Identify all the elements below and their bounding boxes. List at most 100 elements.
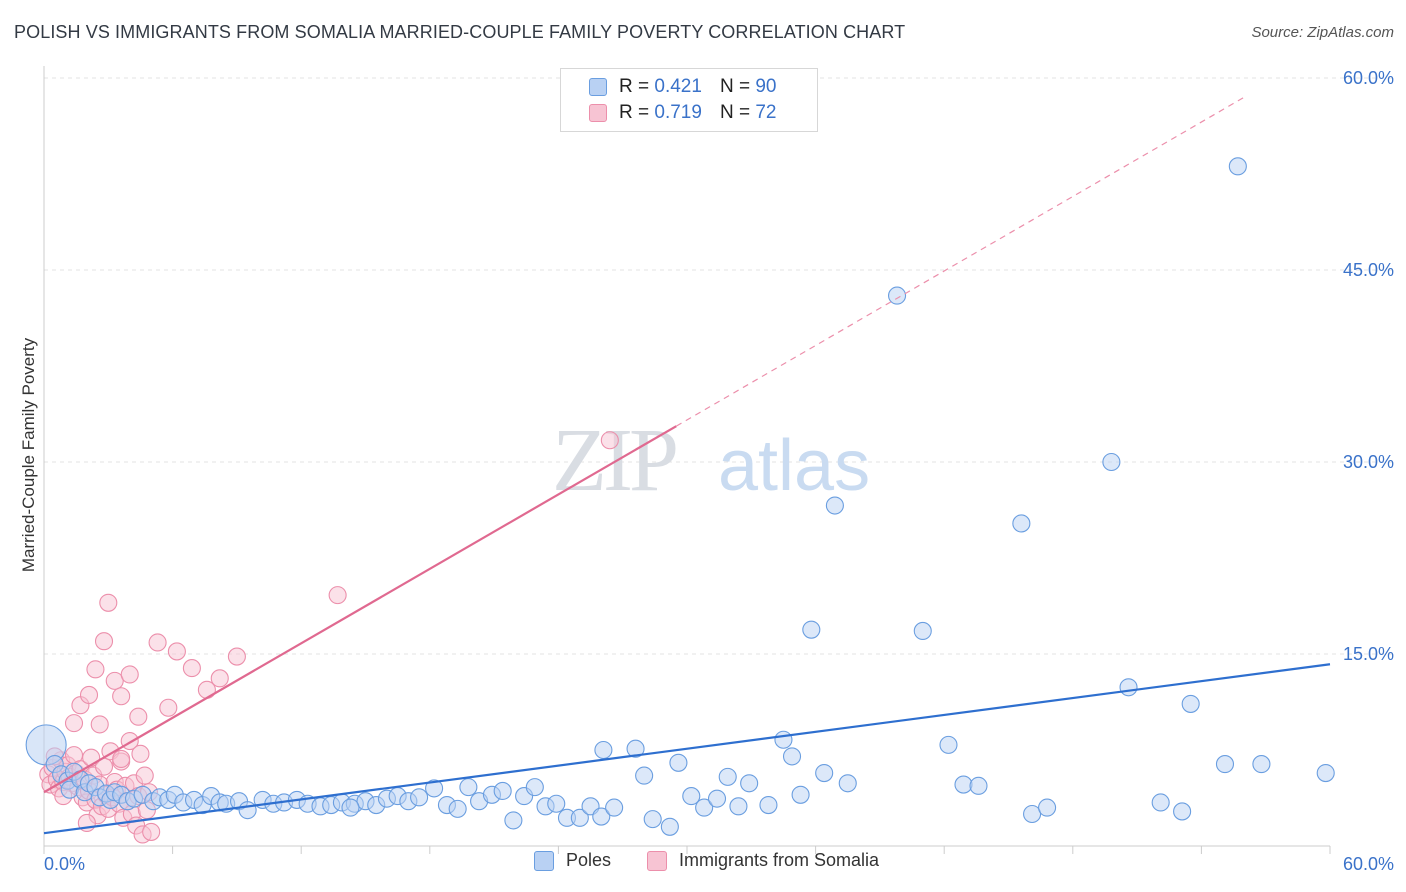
legend-swatch-poles [589,78,607,96]
legend-row-somalia: R = 0.719 N = 72 [561,100,776,126]
watermark: ZIP atlas [552,411,870,510]
watermark-zip: ZIP [552,411,676,510]
somalia-point [112,687,131,706]
somalia-point [79,685,99,705]
poles-point [1012,514,1031,533]
poles-point [547,794,566,813]
poles-point [1119,678,1138,697]
poles-point [459,778,478,797]
poles-point [525,778,544,797]
series-swatch-poles [534,850,554,871]
poles-point [887,286,907,305]
correlation-legend: R = 0.421 N = 90 R = 0.719 N = 72 [560,68,818,132]
trend-line-somalia [43,425,677,794]
axes [43,66,1331,854]
legend-r-label: R = [619,76,650,97]
poles-point [594,740,613,760]
poles-point [1173,802,1192,821]
poles-point [740,774,759,793]
somalia-point [105,671,124,690]
trend-lines [43,96,1331,835]
poles-point [238,801,257,820]
poles-point [913,621,932,641]
somalia-point [120,665,139,684]
poles-point [782,747,802,766]
trend-extension-somalia [675,96,1245,427]
somalia-point [210,669,229,688]
x-tick-label-min: 0.0% [44,854,85,874]
somalia-point [135,766,154,785]
poles-point [774,730,793,749]
poles-point [570,808,589,827]
poles-point [1316,763,1335,783]
series-poles-points [25,157,1335,836]
poles-point [718,767,737,786]
somalia-point [159,698,178,717]
legend-r-value: 0.719 [654,102,702,123]
poles-point [838,774,857,793]
x-tick-label-max: 60.0% [1343,854,1394,874]
poles-point [643,810,662,829]
series-swatch-somalia [647,850,667,871]
poles-point [669,753,688,772]
poles-point [969,776,988,795]
somalia-point [112,749,131,769]
series-legend-poles[interactable]: Poles [534,850,611,871]
poles-point [825,496,844,515]
legend-swatch-somalia [589,104,607,122]
poles-point [759,795,778,815]
legend-n-label: N = [719,102,751,123]
somalia-point [99,593,118,612]
poles-point [791,785,810,804]
legend-row-poles: R = 0.421 N = 90 [561,74,776,100]
poles-point [802,620,821,639]
gridlines [44,77,1394,655]
somalia-point [167,642,186,661]
watermark-atlas: atlas [718,426,870,506]
y-axis-label: Married-Couple Family Poverty [19,337,38,572]
poles-point [1252,755,1271,774]
somalia-point [94,632,114,651]
y-tick-label-2: 45.0% [1343,260,1394,280]
poles-point [695,798,714,817]
somalia-point [227,647,246,666]
source-label: Source: ZipAtlas.com [1251,24,1394,41]
poles-point [626,739,645,758]
trend-line-poles [43,663,1331,835]
poles-point [939,735,958,754]
poles-point [410,788,429,807]
chart-title: POLISH VS IMMIGRANTS FROM SOMALIA MARRIE… [14,22,906,42]
y-tick-labels: 15.0% 30.0% 45.0% 60.0% [1343,68,1394,664]
series-label-poles: Poles [566,850,612,870]
y-tick-label-0: 15.0% [1343,644,1394,664]
somalia-point [90,715,109,734]
poles-point [1228,157,1247,176]
somalia-point [148,633,167,652]
poles-point [341,798,360,817]
poles-point [1102,452,1121,472]
somalia-point [328,586,347,605]
poles-point [635,766,654,785]
poles-point [1151,793,1170,812]
poles-point [729,797,748,816]
series-label-somalia: Immigrants from Somalia [679,850,880,870]
legend-n-label: N = [719,76,751,97]
poles-point [1038,798,1057,817]
y-tick-label-1: 30.0% [1343,452,1394,472]
y-tick-label-3: 60.0% [1343,68,1394,88]
somalia-point [86,660,105,679]
poles-point [682,787,701,806]
poles-point [707,789,727,808]
legend-r-value: 0.421 [654,76,702,97]
somalia-point [64,714,84,733]
somalia-point [142,822,161,841]
poles-point [1181,694,1200,713]
poles-point [592,807,611,826]
somalia-point [131,744,150,763]
poles-point [954,775,973,794]
poles-point [1023,804,1042,824]
series-legend-somalia[interactable]: Immigrants from Somalia [647,850,879,871]
somalia-point [129,707,148,726]
legend-n-value: 72 [755,102,777,123]
